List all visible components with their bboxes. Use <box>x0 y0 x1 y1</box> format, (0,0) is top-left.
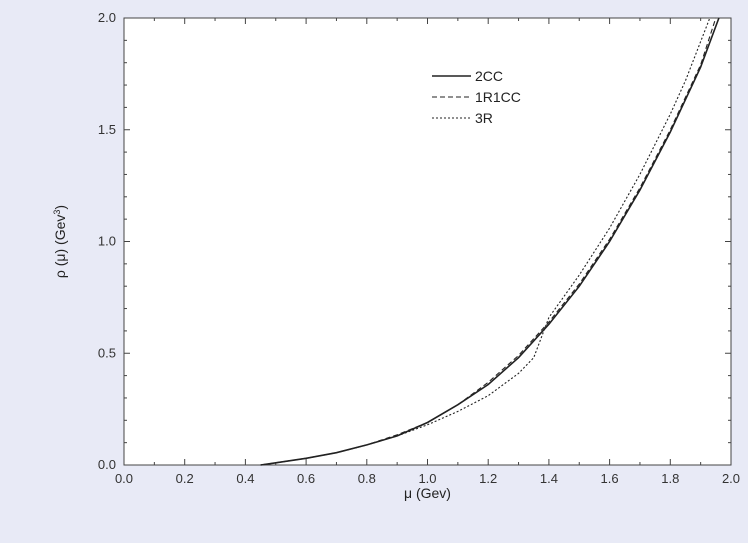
plot-frame <box>123 17 732 466</box>
x-tick-label: 0.4 <box>236 471 254 486</box>
y-tick-label: 2.0 <box>98 10 116 25</box>
x-tick-label: 2.0 <box>722 471 740 486</box>
y-axis-label-prefix: ρ (μ) (Gev <box>52 215 68 278</box>
y-axis-label: ρ (μ) (Gev3) <box>52 205 68 278</box>
series-lines <box>260 17 720 466</box>
x-tick-label: 1.0 <box>418 471 436 486</box>
y-tick-label: 0.0 <box>98 457 116 472</box>
x-tick-label: 0.2 <box>176 471 194 486</box>
y-tick-label: 0.5 <box>98 345 116 360</box>
x-tick-label: 1.2 <box>479 471 497 486</box>
legend-label-1R1CC: 1R1CC <box>475 89 521 105</box>
x-tick-label: 1.6 <box>601 471 619 486</box>
legend-label-2CC: 2CC <box>475 68 503 84</box>
x-tick-label: 1.8 <box>661 471 679 486</box>
x-tick-label: 0.0 <box>115 471 133 486</box>
legend: 2CC 1R1CC 3R <box>432 68 521 126</box>
x-tick-label: 1.4 <box>540 471 558 486</box>
series-line-1R1CC <box>260 17 717 466</box>
y-tick-label: 1.0 <box>98 234 116 249</box>
y-axis-label-sup: 3 <box>52 210 62 215</box>
x-axis-label: μ (Gev) <box>404 485 451 501</box>
legend-label-3R: 3R <box>475 110 493 126</box>
tick-labels: 0.0 0.2 0.4 0.6 0.8 1.0 1.2 1.4 1.6 1.8 2.0 0.0 0.5 1… <box>98 10 740 486</box>
y-axis-label-suffix: ) <box>52 205 68 210</box>
x-tick-label: 0.6 <box>297 471 315 486</box>
y-tick-label: 1.5 <box>98 122 116 137</box>
ticks <box>123 17 732 466</box>
x-tick-label: 0.8 <box>358 471 376 486</box>
